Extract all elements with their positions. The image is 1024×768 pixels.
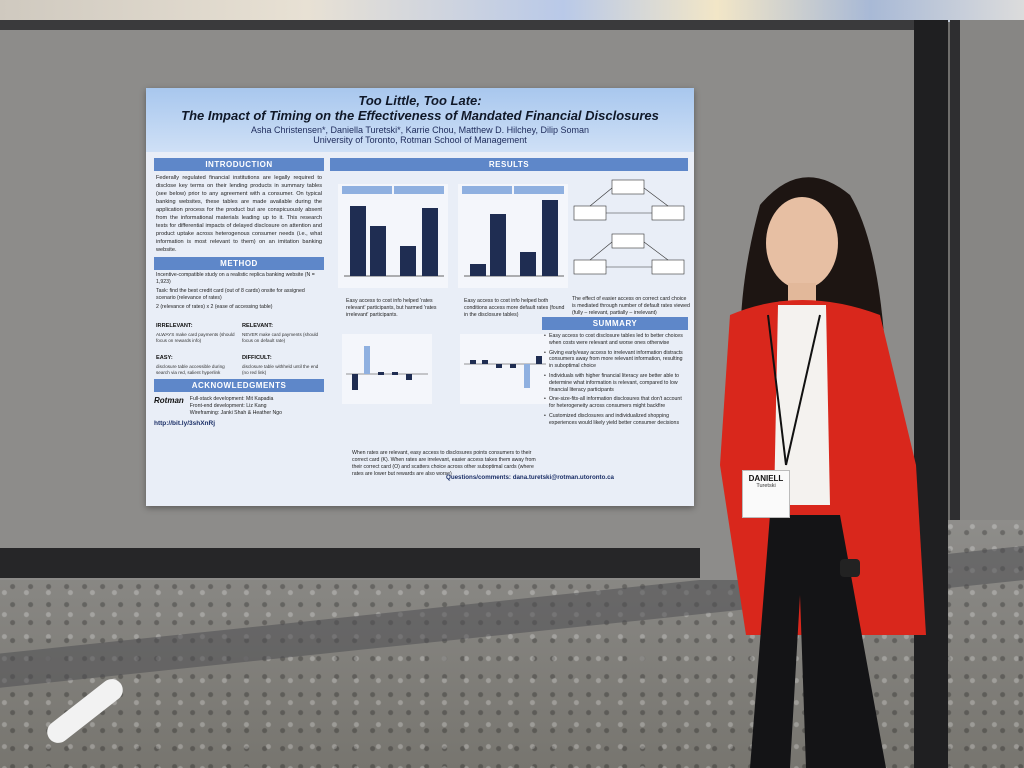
flow-node (573, 205, 607, 221)
difficult-text: disclosure table withheld until the end … (242, 364, 319, 375)
mediation-diagram (573, 179, 685, 275)
method-conditions: IRRELEVANT: ALWAYS make card payments (s… (156, 314, 322, 376)
bar-1 (350, 206, 366, 276)
summary-item: Customized disclosures and individualize… (544, 413, 686, 427)
relevant-label: RELEVANT: (242, 323, 273, 329)
rotman-logo: Rotman (154, 396, 184, 405)
introduction-text: Federally regulated financial institutio… (156, 175, 322, 253)
bar-4 (542, 200, 558, 276)
bar-5 (524, 364, 530, 388)
ceiling-lights (0, 0, 1024, 22)
bar-3 (520, 252, 536, 276)
credit-line-3: Wireframing: Janki Shah & Heather Ngo (189, 410, 283, 416)
osf-link: http://bit.ly/3shXnRj (154, 420, 216, 427)
summary-heading: SUMMARY (542, 317, 688, 330)
poster-subtitle: The Impact of Timing on the Effectivenes… (181, 108, 659, 123)
poster-results-column: RESULTS (330, 158, 688, 171)
acknowledgments-credits: Full-stack development: Mit Kapadia Fron… (190, 396, 282, 417)
chart-panel-header-right (514, 186, 564, 194)
smartwatch-icon (840, 559, 860, 577)
chart2-caption: Easy access to cost info helped both con… (464, 298, 565, 318)
irrelevant-label: IRRELEVANT: (156, 323, 193, 329)
difficult-label: DIFFICULT: (242, 355, 272, 361)
method-design: 2 (relevance of rates) x 2 (ease of acce… (156, 304, 273, 310)
presenter-face (766, 197, 838, 289)
chart1-caption: Easy access to cost info helped 'rates r… (346, 298, 437, 318)
method-item-2: Task: find the best credit card (out of … (156, 288, 305, 301)
bar-3 (496, 364, 502, 368)
relevant-text: NEVER make card payments (should focus o… (242, 332, 319, 343)
flow-arrow (643, 241, 669, 261)
results-heading: RESULTS (330, 158, 688, 171)
method-item-1: Incentive-compatible study on a realisti… (156, 272, 315, 285)
bar-3 (400, 246, 416, 276)
acknowledgments-row: Rotman Full-stack development: Mit Kapad… (154, 396, 324, 417)
presenter (720, 177, 926, 768)
lanyard (767, 314, 787, 466)
flow-arrow (589, 241, 613, 261)
presenter-trousers (750, 515, 886, 768)
credit-line-2: Front-end development: Liz Kang (189, 403, 267, 409)
bar-5 (406, 374, 412, 380)
chart-panel-header-left (462, 186, 512, 194)
introduction-heading: INTRODUCTION (154, 158, 324, 171)
chart-panel-header-right (394, 186, 444, 194)
rates-irrelevant-chart (460, 334, 550, 404)
flow-node (611, 233, 645, 249)
credit-line-1: Full-stack development: Mit Kapadia (189, 396, 274, 402)
bar-4 (510, 364, 516, 368)
bar-2 (490, 214, 506, 276)
name-badge: DANIELL Turetski (742, 470, 790, 518)
bar-2 (370, 226, 386, 276)
board-frame-pole (914, 20, 948, 768)
summary-item: One-size-fits-all information disclosure… (544, 396, 686, 410)
flow-node (651, 205, 685, 221)
research-poster: Too Little, Too Late: The Impact of Timi… (146, 88, 694, 506)
bar-1 (352, 374, 358, 390)
adjacent-poster-board (950, 20, 1024, 520)
irrelevant-text: ALWAYS make card payments (should focus … (156, 332, 235, 343)
acknowledgments-heading: ACKNOWLEDGMENTS (154, 379, 324, 392)
summary-item: Giving early/easy access to irrelevant i… (544, 350, 686, 370)
contact-line: Questions/comments: dana.turetski@rotman… (446, 474, 614, 481)
bar-1 (470, 360, 476, 364)
poster-header: Too Little, Too Late: The Impact of Timi… (146, 88, 694, 152)
bar-1 (470, 264, 486, 276)
poster-authors: Asha Christensen*, Daniella Turetski*, K… (251, 125, 589, 135)
bar-4 (422, 208, 438, 276)
flow-arrow (589, 187, 613, 207)
badge-first-name: DANIELL (748, 474, 784, 483)
bar-2 (482, 360, 488, 364)
flow-node (651, 259, 685, 275)
bar-6 (536, 356, 542, 364)
flow-caption: The effect of easier access on correct c… (572, 296, 690, 316)
choice-accuracy-chart (338, 184, 448, 288)
easy-label: EASY: (156, 355, 173, 361)
bar-4 (392, 372, 398, 375)
summary-item: Easy access to cost disclosure tables le… (544, 333, 686, 347)
poster-title: Too Little, Too Late: (358, 93, 482, 108)
rates-relevant-chart (342, 334, 432, 404)
summary-item: Individuals with higher financial litera… (544, 373, 686, 393)
bottom-results-caption: When rates are relevant, easy access to … (352, 450, 536, 477)
method-heading: METHOD (154, 257, 324, 270)
default-rates-chart (458, 184, 568, 288)
chart-panel-header-left (342, 186, 392, 194)
poster-affiliation: University of Toronto, Rotman School of … (313, 135, 527, 145)
flow-node (573, 259, 607, 275)
flow-arrow (643, 187, 669, 207)
flow-node (611, 179, 645, 195)
poster-board-base (0, 548, 700, 578)
lanyard (785, 314, 821, 466)
bar-3 (378, 372, 384, 375)
poster-left-column: INTRODUCTION Federally regulated financi… (154, 158, 324, 427)
bar-2 (364, 346, 370, 374)
badge-last-name: Turetski (756, 483, 776, 489)
easy-text: disclosure table accessible during searc… (156, 364, 225, 375)
summary-panel: SUMMARY Easy access to cost disclosure t… (542, 317, 688, 430)
